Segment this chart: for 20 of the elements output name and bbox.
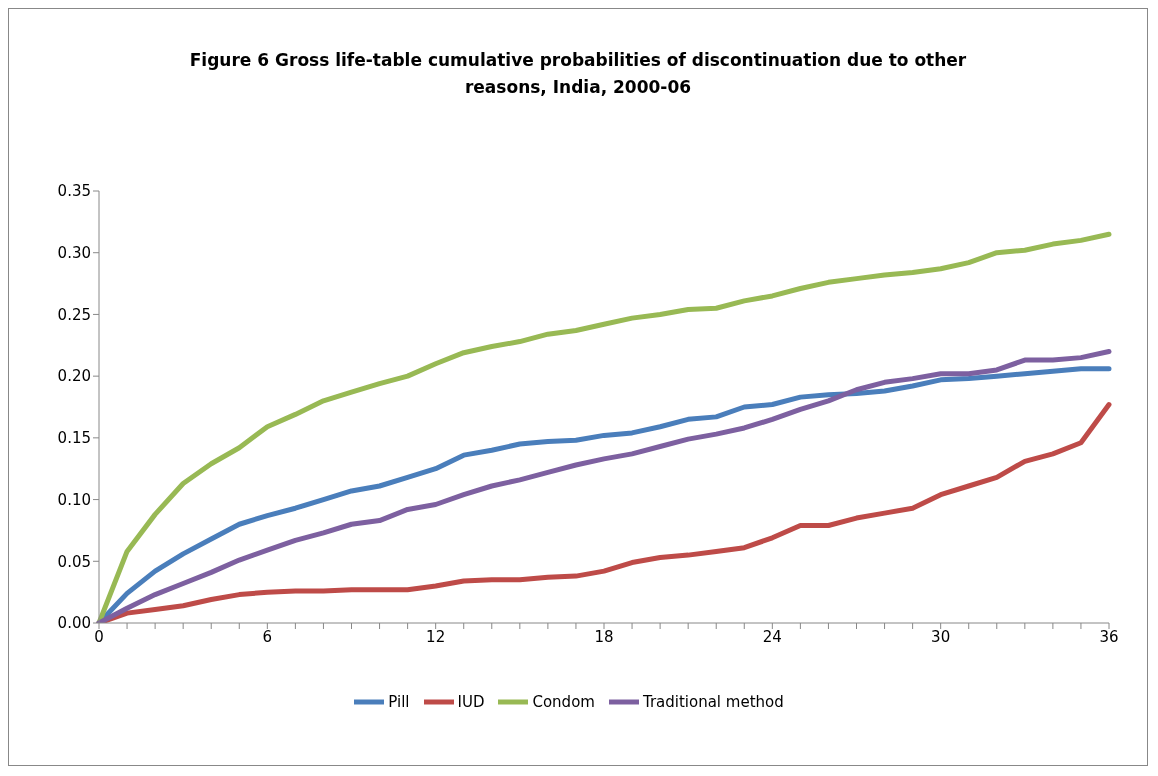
- x-tick-label: 18: [594, 627, 614, 646]
- x-tick-label: 6: [262, 627, 273, 646]
- x-tick-label: 30: [931, 627, 951, 646]
- chart-title: Figure 6 Gross life-table cumulative probabilities of discontinuation due to other reasons, India, 2000-06: [188, 49, 968, 99]
- legend-label: Traditional method: [642, 693, 784, 711]
- y-tick-label: 0.30: [57, 244, 91, 263]
- legend-label: Condom: [532, 693, 595, 711]
- y-tick-label: 0.25: [57, 305, 91, 324]
- y-tick-label: 0.10: [57, 490, 91, 509]
- x-tick-label: 0: [94, 627, 104, 646]
- x-tick-label: 12: [426, 627, 446, 646]
- x-tick-label: 36: [1099, 627, 1119, 646]
- x-tick-label: 24: [762, 627, 782, 646]
- y-tick-label: 0.05: [57, 552, 91, 571]
- y-tick-label: 0.20: [57, 367, 91, 386]
- y-tick-label: 0.15: [57, 429, 91, 448]
- legend-label: Pill: [388, 693, 410, 711]
- legend-label: IUD: [457, 693, 485, 711]
- y-tick-label: 0.00: [57, 614, 91, 633]
- y-tick-label: 0.35: [57, 182, 91, 201]
